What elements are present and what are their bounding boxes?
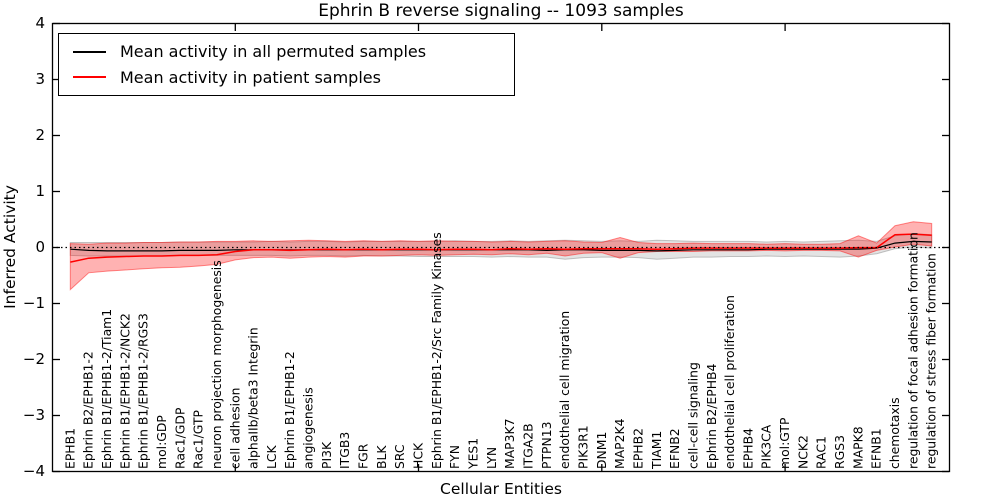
legend-line-patient-icon — [73, 76, 106, 79]
category-label: EPHB1 — [62, 428, 77, 469]
category-label: EPHB4 — [740, 428, 755, 469]
category-label: Ephrin B1/EPHB1-2/Src Family Kinases — [429, 232, 444, 469]
axes-frame — [51, 22, 951, 473]
category-label: Ephrin B1/EPHB1-2/RGS3 — [136, 313, 151, 469]
category-label: PIK3R1 — [576, 425, 591, 469]
category-label: SRC — [392, 444, 407, 469]
category-label: Ephrin B1/EPHB1-2 — [282, 351, 297, 469]
category-label: PTPN13 — [539, 421, 554, 469]
category-label: Ephrin B1/EPHB1-2/NCK2 — [117, 313, 132, 469]
y-tick-label: −3 — [23, 406, 45, 424]
category-label: angiogenesis — [301, 387, 316, 469]
category-label: RGS3 — [832, 435, 847, 469]
y-tick-label: −2 — [23, 350, 45, 368]
y-tick-label: −1 — [23, 294, 45, 312]
legend-label-patient: Mean activity in patient samples — [120, 67, 381, 87]
legend-line-permuted-icon — [73, 50, 106, 53]
category-label: ITGA2B — [521, 423, 536, 469]
category-label: Rac1/GDP — [172, 407, 187, 469]
category-label: regulation of focal adhesion formation — [905, 232, 920, 469]
legend-label-permuted: Mean activity in all permuted samples — [120, 42, 427, 62]
chart-title: Ephrin B reverse signaling -- 1093 sampl… — [318, 1, 684, 21]
category-label: DNM1 — [594, 432, 609, 469]
category-label: ITGB3 — [337, 432, 352, 469]
category-label: Ephrin B2/EPHB1-2 — [81, 351, 96, 469]
y-tick-label: 1 — [35, 182, 45, 200]
y-tick-label: −4 — [23, 462, 45, 480]
category-label: mol:GDP — [154, 415, 169, 469]
y-tick-label: 4 — [35, 14, 45, 32]
category-label: Ephrin B1/EPHB1-2/Tiam1 — [99, 309, 114, 469]
legend-row-patient: Mean activity in patient samples — [73, 68, 514, 87]
category-label: alphaIIb/beta3 Integrin — [246, 327, 261, 469]
category-label: MAP2K4 — [612, 418, 627, 469]
category-label: cell-cell signaling — [685, 362, 700, 469]
category-label: endothelial cell migration — [557, 311, 572, 469]
category-label: mol:GTP — [777, 417, 792, 469]
category-label: EPHB2 — [630, 428, 645, 469]
y-tick-label: 0 — [35, 238, 45, 256]
category-label: regulation of stress fiber formation — [924, 253, 939, 469]
patient-band — [69, 221, 933, 291]
category-label: BLK — [374, 445, 389, 469]
patient-mean-line — [70, 233, 932, 263]
category-label: chemotaxis — [887, 397, 902, 469]
category-label: Rac1/GTP — [191, 409, 206, 469]
legend-row-permuted: Mean activity in all permuted samples — [73, 42, 514, 61]
category-label: endothelial cell proliferation — [722, 295, 737, 469]
category-label: TIAM1 — [649, 431, 664, 470]
category-label: EFNB1 — [869, 428, 884, 469]
y-axis-label: Inferred Activity — [1, 185, 19, 309]
category-label: YES1 — [466, 438, 481, 470]
y-tick-label: 2 — [35, 126, 45, 144]
category-label: FGR — [356, 443, 371, 469]
category-label: FYN — [447, 445, 462, 469]
category-label: neuron projection morphogenesis — [209, 260, 224, 469]
category-label: Ephrin B2/EPHB4 — [704, 363, 719, 469]
category-label: LYN — [484, 447, 499, 469]
legend: Mean activity in all permuted samples Me… — [58, 33, 515, 96]
category-label: MAPK8 — [850, 426, 865, 469]
category-label: LCK — [264, 444, 279, 469]
category-label: PI3K — [319, 441, 334, 469]
category-label: MAP3K7 — [502, 418, 517, 469]
y-tick-label: 3 — [35, 70, 45, 88]
category-label: cell adhesion — [227, 387, 242, 469]
permuted-band — [69, 233, 933, 260]
category-label: NCK2 — [795, 435, 810, 469]
category-label: EFNB2 — [667, 428, 682, 469]
x-axis-label: Cellular Entities — [440, 480, 562, 498]
category-label: PIK3CA — [759, 424, 774, 469]
category-label: RAC1 — [814, 436, 829, 469]
category-label: HCK — [411, 442, 426, 469]
